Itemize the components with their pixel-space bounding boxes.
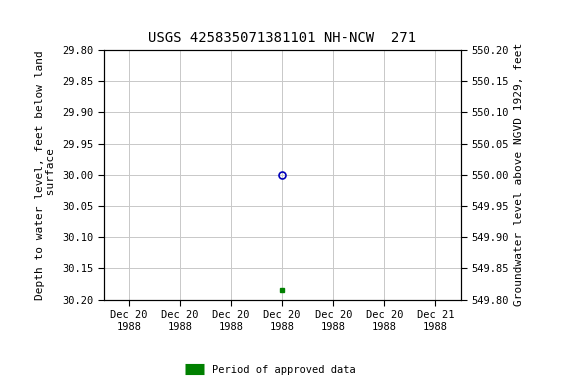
Y-axis label: Groundwater level above NGVD 1929, feet: Groundwater level above NGVD 1929, feet [514,43,524,306]
Y-axis label: Depth to water level, feet below land
 surface: Depth to water level, feet below land su… [35,50,56,300]
Legend: Period of approved data: Period of approved data [185,365,356,375]
Title: USGS 425835071381101 NH-NCW  271: USGS 425835071381101 NH-NCW 271 [148,31,416,45]
